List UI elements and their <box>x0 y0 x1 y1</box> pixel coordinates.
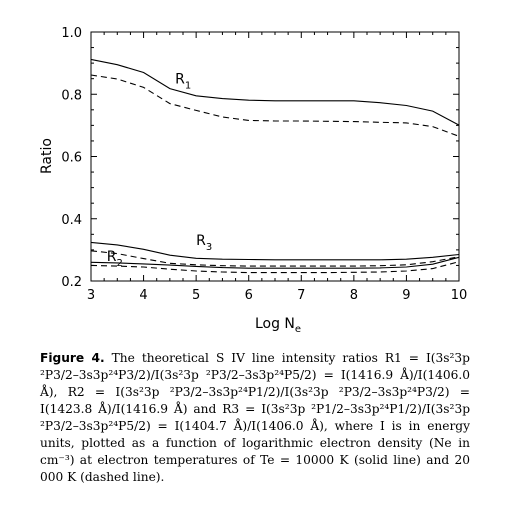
x-tick-label: 10 <box>451 288 468 303</box>
y-tick-label: 0.4 <box>61 213 82 228</box>
x-tick-label: 7 <box>297 288 305 303</box>
y-tick-label: 1.0 <box>61 26 82 41</box>
y-tick-label: 0.8 <box>61 88 82 103</box>
caption-text: The theoretical S IV line intensity rati… <box>40 351 470 484</box>
series-line-r3-solid <box>90 241 460 261</box>
series-line-r1-dashed <box>90 74 460 137</box>
caption-label: Figure 4. <box>40 351 105 365</box>
series-line-r2-solid <box>90 256 460 269</box>
x-tick-label: 4 <box>139 288 147 303</box>
series-line-r1-solid <box>90 58 460 126</box>
plot-frame <box>90 31 460 282</box>
series-annotation: R3 <box>196 233 212 253</box>
x-tick-label: 5 <box>192 288 200 303</box>
x-axis-label: Log Ne <box>255 316 301 335</box>
figure-caption: Figure 4. The theoretical S IV line inte… <box>40 350 470 486</box>
x-tick-label: 3 <box>87 288 95 303</box>
y-tick-label: 0.2 <box>61 275 82 290</box>
axis-ticks: 3 4 5 6 7 8 9 10 0.2 0.4 0.6 0.8 1.0 <box>61 26 467 303</box>
x-tick-label: 8 <box>350 288 358 303</box>
series-annotation: R1 <box>175 71 191 91</box>
series-lines <box>90 58 460 274</box>
series-line-r3-dashed <box>90 250 460 267</box>
y-tick-label: 0.6 <box>61 151 82 166</box>
y-axis-label: Ratio <box>39 138 55 174</box>
series-line-r2-dashed <box>90 261 460 274</box>
x-tick-label: 6 <box>245 288 253 303</box>
x-tick-label: 9 <box>402 288 410 303</box>
